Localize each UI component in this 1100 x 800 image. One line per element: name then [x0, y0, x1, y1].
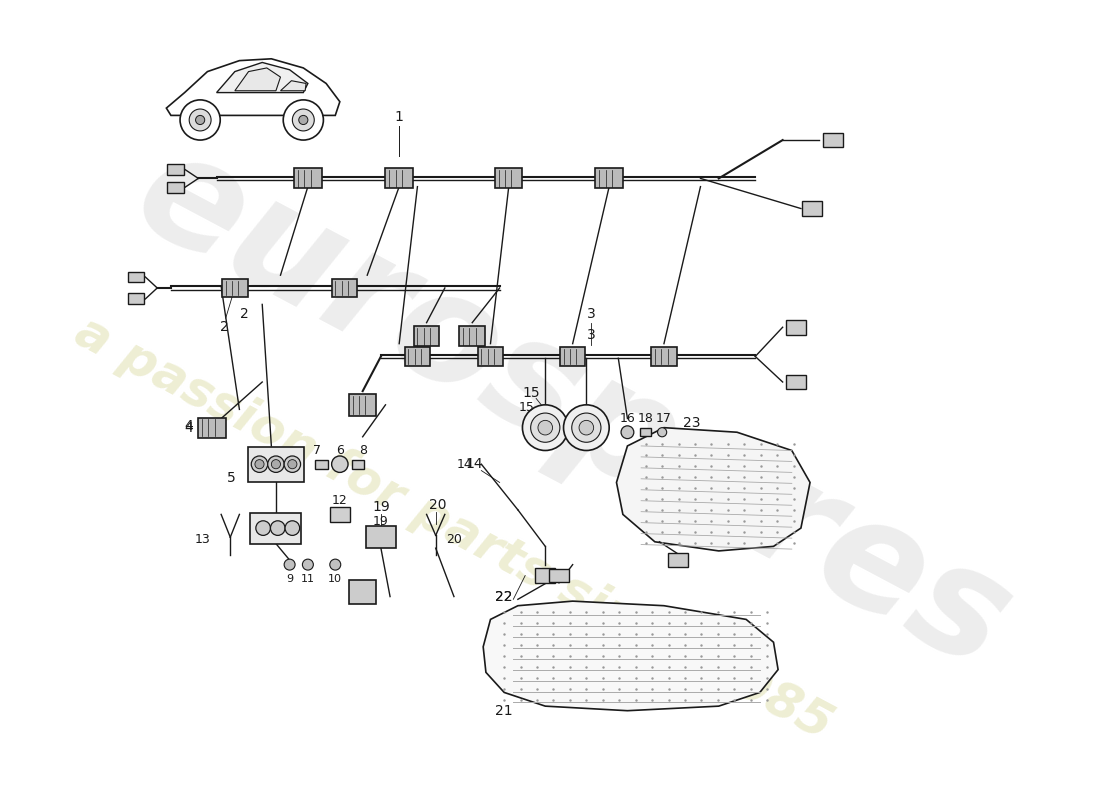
- Bar: [331, 279, 358, 297]
- Bar: [549, 569, 569, 582]
- Text: 23: 23: [683, 416, 700, 430]
- Text: 20: 20: [446, 533, 462, 546]
- Bar: [294, 168, 321, 189]
- Text: 21: 21: [495, 704, 513, 718]
- Text: 10: 10: [328, 574, 342, 584]
- Text: 12: 12: [332, 494, 348, 507]
- Text: 3: 3: [586, 327, 595, 342]
- Circle shape: [530, 413, 560, 442]
- Bar: [786, 374, 806, 390]
- Circle shape: [256, 521, 271, 535]
- Circle shape: [271, 521, 285, 535]
- Bar: [128, 294, 144, 305]
- Bar: [495, 168, 522, 189]
- Polygon shape: [217, 62, 308, 93]
- Circle shape: [272, 460, 280, 469]
- Bar: [167, 164, 184, 174]
- Text: 14: 14: [465, 457, 483, 471]
- Bar: [477, 347, 504, 366]
- Circle shape: [251, 456, 267, 473]
- Bar: [823, 133, 843, 147]
- Text: 1: 1: [395, 110, 404, 124]
- Text: 15: 15: [519, 401, 535, 414]
- Text: 22: 22: [495, 590, 513, 603]
- Text: 7: 7: [314, 444, 321, 457]
- Bar: [405, 347, 430, 366]
- Bar: [802, 202, 822, 216]
- Circle shape: [299, 115, 308, 125]
- Text: 20: 20: [429, 498, 447, 512]
- Circle shape: [302, 559, 313, 570]
- Text: 22: 22: [495, 590, 513, 603]
- Bar: [128, 271, 144, 282]
- Circle shape: [284, 559, 295, 570]
- Circle shape: [267, 456, 284, 473]
- Text: 4: 4: [185, 421, 194, 434]
- Circle shape: [283, 100, 323, 140]
- Circle shape: [331, 456, 348, 473]
- Circle shape: [293, 109, 315, 131]
- Text: 8: 8: [359, 444, 366, 457]
- Circle shape: [563, 405, 609, 450]
- Text: 14: 14: [456, 458, 473, 470]
- Circle shape: [658, 428, 667, 437]
- Text: eurospares: eurospares: [111, 117, 1034, 702]
- Text: 16: 16: [619, 412, 636, 425]
- Bar: [536, 568, 556, 583]
- Text: 13: 13: [195, 533, 211, 546]
- Text: a passion for parts since 1985: a passion for parts since 1985: [67, 307, 840, 749]
- Circle shape: [255, 460, 264, 469]
- Text: 19: 19: [372, 500, 389, 514]
- Text: 6: 6: [336, 444, 344, 457]
- Text: 2: 2: [240, 306, 249, 321]
- Bar: [366, 526, 396, 548]
- Bar: [414, 326, 439, 346]
- Text: 18: 18: [638, 412, 653, 425]
- Bar: [251, 513, 301, 544]
- Bar: [668, 554, 688, 567]
- Bar: [316, 460, 328, 469]
- Bar: [651, 347, 676, 366]
- Bar: [460, 326, 485, 346]
- Text: 19: 19: [373, 515, 388, 528]
- Polygon shape: [483, 601, 778, 710]
- Circle shape: [572, 413, 601, 442]
- Bar: [222, 279, 248, 297]
- Text: 3: 3: [586, 307, 595, 322]
- Bar: [786, 320, 806, 334]
- Bar: [385, 168, 412, 189]
- Text: 11: 11: [301, 574, 315, 584]
- Circle shape: [522, 405, 568, 450]
- Circle shape: [285, 521, 299, 535]
- Bar: [560, 347, 585, 366]
- Text: 5: 5: [227, 471, 235, 485]
- Circle shape: [180, 100, 220, 140]
- Polygon shape: [616, 428, 810, 551]
- Text: 4: 4: [185, 419, 194, 433]
- Circle shape: [196, 115, 205, 125]
- Bar: [349, 580, 376, 604]
- Polygon shape: [280, 81, 306, 90]
- Bar: [330, 507, 350, 522]
- Circle shape: [579, 420, 594, 435]
- Circle shape: [538, 420, 552, 435]
- Circle shape: [189, 109, 211, 131]
- Text: 9: 9: [286, 574, 294, 584]
- Bar: [167, 182, 184, 193]
- Bar: [198, 418, 226, 438]
- Circle shape: [288, 460, 297, 469]
- Circle shape: [284, 456, 300, 473]
- Circle shape: [330, 559, 341, 570]
- Bar: [349, 394, 376, 416]
- Circle shape: [621, 426, 634, 438]
- Text: 15: 15: [522, 386, 540, 400]
- Text: 2: 2: [220, 320, 229, 334]
- Polygon shape: [234, 68, 280, 90]
- Text: 17: 17: [656, 412, 672, 425]
- Bar: [248, 447, 305, 482]
- Bar: [352, 460, 364, 469]
- Bar: [595, 168, 623, 189]
- Bar: [640, 428, 651, 436]
